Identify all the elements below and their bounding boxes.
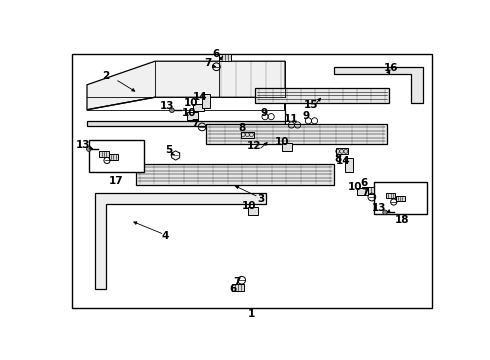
Bar xyxy=(282,143,293,151)
Bar xyxy=(99,152,109,157)
Polygon shape xyxy=(95,193,266,288)
Text: 10: 10 xyxy=(182,108,196,118)
Text: 13: 13 xyxy=(76,140,91,150)
Bar xyxy=(241,132,253,138)
Bar xyxy=(357,188,368,195)
Polygon shape xyxy=(206,123,387,144)
Bar xyxy=(193,104,204,111)
Polygon shape xyxy=(87,61,285,110)
Text: 13: 13 xyxy=(372,203,387,213)
Text: 6: 6 xyxy=(361,178,368,188)
Text: 13: 13 xyxy=(159,102,174,111)
Text: 1: 1 xyxy=(247,309,255,319)
Bar xyxy=(386,193,395,198)
Text: 4: 4 xyxy=(161,231,169,241)
Text: 9: 9 xyxy=(260,108,267,118)
Polygon shape xyxy=(87,121,285,126)
Text: 11: 11 xyxy=(284,114,298,123)
Text: 7: 7 xyxy=(192,118,199,129)
Bar xyxy=(362,186,374,194)
Circle shape xyxy=(87,147,91,152)
Text: 9: 9 xyxy=(302,111,309,121)
Bar xyxy=(232,284,244,291)
Bar xyxy=(336,148,348,154)
Circle shape xyxy=(170,108,174,113)
Bar xyxy=(202,94,210,108)
Text: 18: 18 xyxy=(395,215,409,225)
Bar xyxy=(345,158,353,172)
Text: 14: 14 xyxy=(336,156,351,166)
Text: 7: 7 xyxy=(204,58,211,68)
Text: 10: 10 xyxy=(347,183,362,192)
Text: 16: 16 xyxy=(384,63,398,73)
Text: 12: 12 xyxy=(247,141,261,151)
Bar xyxy=(374,182,427,214)
Polygon shape xyxy=(255,87,389,103)
Text: 8: 8 xyxy=(239,123,246,133)
Text: 10: 10 xyxy=(184,98,198,108)
Text: 10: 10 xyxy=(242,201,256,211)
Text: 8: 8 xyxy=(334,153,342,163)
Bar xyxy=(247,207,258,215)
Text: 6: 6 xyxy=(213,49,220,59)
Text: 5: 5 xyxy=(165,145,172,155)
Text: 2: 2 xyxy=(102,72,109,81)
Text: 10: 10 xyxy=(275,138,289,148)
Bar xyxy=(395,196,405,201)
Text: 14: 14 xyxy=(193,92,207,102)
Bar xyxy=(109,154,118,159)
Text: 3: 3 xyxy=(257,194,264,204)
Polygon shape xyxy=(136,164,334,185)
Bar xyxy=(187,112,198,120)
Polygon shape xyxy=(334,67,423,103)
Text: 7: 7 xyxy=(233,277,241,287)
Text: 15: 15 xyxy=(304,100,319,110)
Text: 6: 6 xyxy=(230,284,237,294)
Bar xyxy=(89,140,144,172)
Circle shape xyxy=(383,210,388,215)
Text: 17: 17 xyxy=(109,176,124,186)
Text: 7: 7 xyxy=(362,188,369,198)
Bar xyxy=(219,54,231,60)
